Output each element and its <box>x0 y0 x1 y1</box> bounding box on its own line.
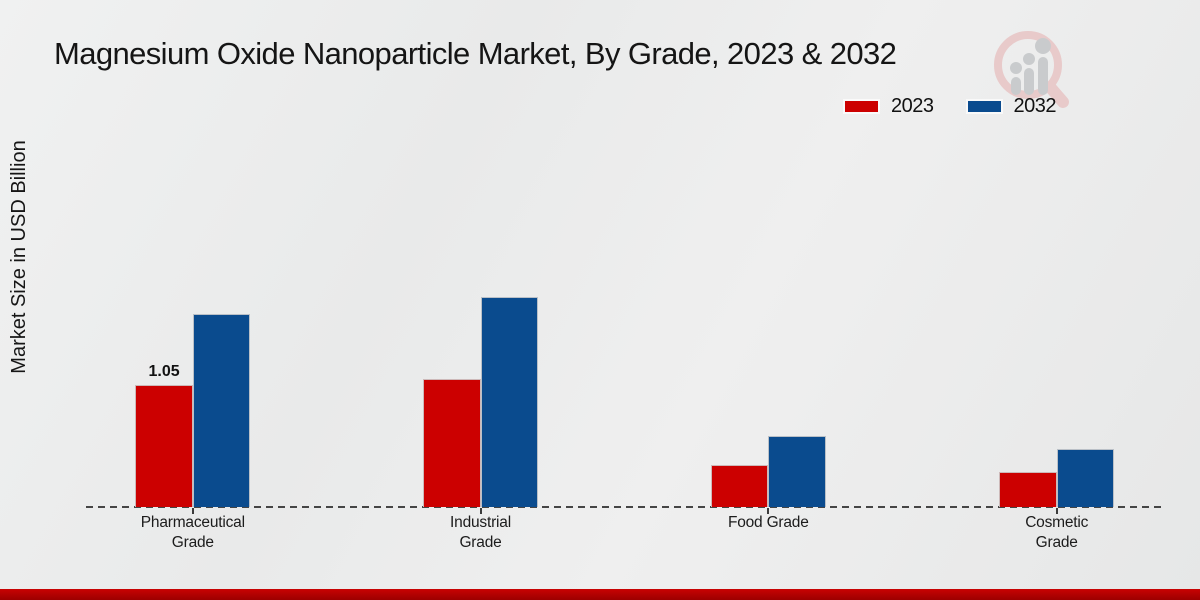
x-axis-tick <box>1055 508 1058 514</box>
category-label-industrial-grade: Industrial Grade <box>450 514 511 551</box>
category-label-cosmetic-grade: Cosmetic Grade <box>1025 514 1089 551</box>
bar-2032-cosmetic-grade <box>1056 448 1115 507</box>
legend-label-2032: 2032 <box>1013 95 1057 117</box>
bar-2032-industrial-grade <box>480 296 538 507</box>
bar-2032-pharmaceutical-grade <box>192 314 251 507</box>
category-label-food-grade: Food Grade <box>727 514 809 531</box>
bar-value-label: 1.05 <box>148 362 180 380</box>
legend-swatch-2032 <box>967 101 1001 112</box>
legend-item-2023: 2023 <box>845 95 934 118</box>
footer-accent-bar <box>0 589 1200 600</box>
bar-2023-industrial-grade <box>423 379 481 507</box>
legend-label-2023: 2023 <box>891 95 934 117</box>
chart-title: Magnesium Oxide Nanoparticle Market, By … <box>54 36 897 71</box>
bar-2032-food-grade <box>768 436 826 507</box>
magnifier-bar-chart-logo-icon <box>994 31 1069 108</box>
legend-swatch-2023 <box>845 101 878 112</box>
legend: 2023 2032 <box>845 95 1056 118</box>
legend-item-2032: 2032 <box>967 95 1057 118</box>
x-axis-tick <box>767 508 770 514</box>
x-axis-baseline <box>86 506 1164 508</box>
category-label-pharmaceutical-grade: Pharmaceutical Grade <box>140 514 245 551</box>
bar-2023-food-grade <box>710 465 769 507</box>
bar-2023-cosmetic-grade <box>999 472 1057 507</box>
bar-2023-pharmaceutical-grade <box>135 384 193 507</box>
x-axis-tick <box>191 508 194 514</box>
x-axis-tick <box>479 508 482 514</box>
